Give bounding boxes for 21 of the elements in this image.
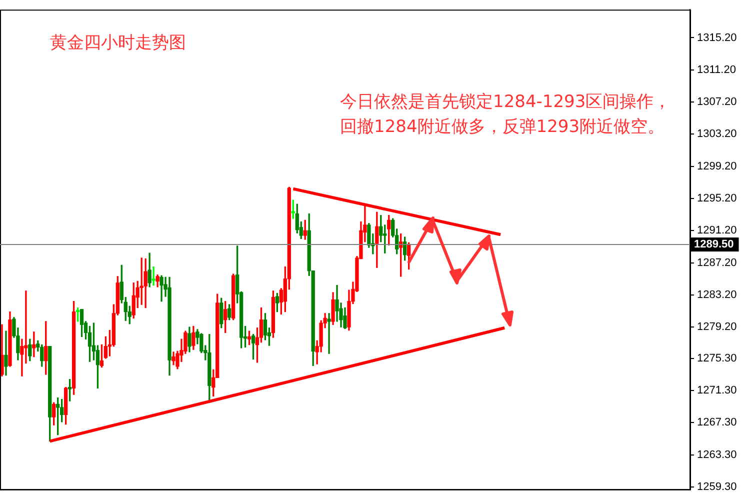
- candlestick: [327, 313, 331, 354]
- ref-line-label: 1289.50: [694, 238, 734, 251]
- annotation: 回撤1284附近做多，反弹1293附近做空。: [340, 116, 665, 138]
- y-tick-label: 1307.20: [697, 96, 737, 108]
- y-tick-label: 1271.30: [697, 384, 737, 397]
- y-tick-label: 1279.20: [697, 321, 737, 334]
- y-tick-label: 1291.20: [697, 224, 737, 237]
- annotation: 今日依然是首先锁定1284-1293区间操作，: [340, 91, 671, 113]
- y-tick-label: 1263.30: [697, 448, 737, 461]
- y-tick-label: 1295.20: [697, 192, 737, 204]
- y-tick-label: 1275.30: [697, 352, 737, 364]
- y-tick-label: 1267.30: [697, 416, 737, 429]
- y-tick-label: 1259.30: [697, 481, 737, 494]
- y-tick-label: 1315.20: [697, 32, 737, 44]
- text: 黄金四小时走势图: [50, 32, 186, 54]
- y-tick-label: 1287.20: [697, 256, 737, 269]
- y-tick-label: 1311.20: [697, 64, 736, 76]
- y-tick-label: 1303.20: [697, 128, 737, 140]
- y-tick-label: 1283.20: [697, 288, 737, 301]
- candlestick: [152, 266, 156, 286]
- y-tick-label: 1299.20: [697, 160, 737, 172]
